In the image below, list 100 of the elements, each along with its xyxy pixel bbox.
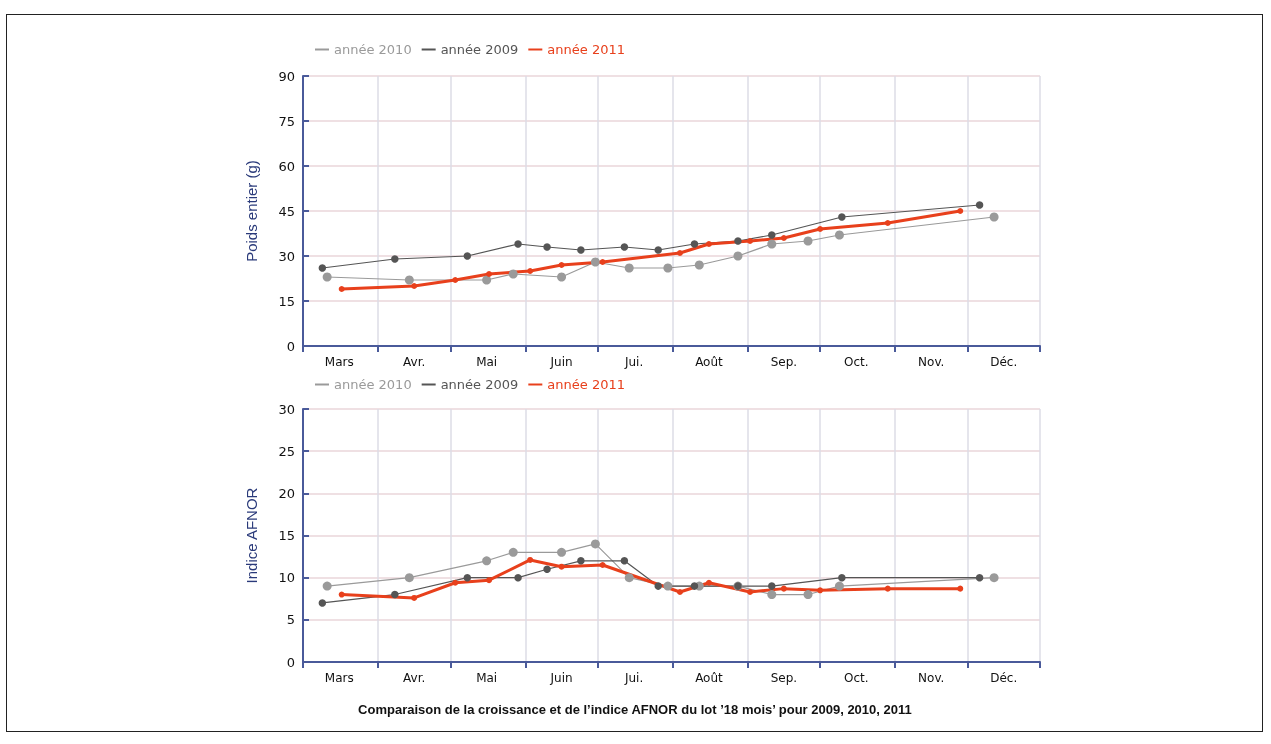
point <box>734 237 742 245</box>
x-tick-label: Sep. <box>770 355 798 369</box>
point <box>557 272 567 282</box>
legend-label: année 2009 <box>440 42 519 57</box>
y-axis-title: Poids entier (g) <box>243 160 260 262</box>
y-tick-label: 90 <box>278 68 295 84</box>
point <box>404 275 414 285</box>
y-tick-label: 10 <box>278 570 295 586</box>
point <box>590 539 600 549</box>
y-tick-label: 5 <box>286 612 295 628</box>
point <box>884 585 891 592</box>
legend-label: année 2010 <box>334 42 412 57</box>
x-tick-label: Mars <box>324 355 354 369</box>
point <box>803 236 813 246</box>
point <box>654 582 662 590</box>
point <box>838 573 846 582</box>
point <box>768 582 776 590</box>
x-tick-label: Déc. <box>990 355 1018 369</box>
point <box>817 226 824 232</box>
point <box>803 590 813 600</box>
x-tick-label: Oct. <box>844 671 869 685</box>
point <box>558 262 565 268</box>
legend-label: année 2009 <box>440 377 519 392</box>
point <box>957 208 964 214</box>
point <box>654 246 662 254</box>
point <box>663 263 673 273</box>
y-tick-label: 45 <box>278 203 295 219</box>
point <box>620 557 629 565</box>
point <box>318 264 327 272</box>
x-tick-label: Mai <box>476 355 498 369</box>
point <box>817 587 824 594</box>
x-tick-label: Jui. <box>623 355 644 369</box>
point <box>676 589 683 595</box>
x-tick-label: Sep. <box>770 671 798 685</box>
x-tick-label: Avr. <box>403 355 426 369</box>
point <box>527 556 534 563</box>
point <box>452 579 459 586</box>
point <box>482 556 492 566</box>
x-tick-label: Déc. <box>990 671 1018 685</box>
point <box>486 577 493 584</box>
point <box>975 201 984 209</box>
point <box>514 573 522 582</box>
point <box>620 243 629 251</box>
point <box>452 277 459 283</box>
point <box>543 565 551 573</box>
point <box>975 573 984 582</box>
x-tick-label: Avr. <box>403 671 426 685</box>
x-tick-label: Nov. <box>918 355 945 369</box>
x-tick-label: Jui. <box>623 671 644 685</box>
y-tick-label: 25 <box>278 443 295 459</box>
point <box>391 255 399 263</box>
point <box>599 259 606 265</box>
y-tick-label: 15 <box>278 528 295 543</box>
point <box>482 275 492 285</box>
y-tick-label: 30 <box>278 401 295 417</box>
point <box>705 579 712 586</box>
x-tick-label: Nov. <box>918 671 945 685</box>
point <box>338 286 345 292</box>
x-tick-label: Mars <box>324 671 354 685</box>
x-tick-label: Oct. <box>844 355 869 369</box>
y-tick-label: 0 <box>286 338 295 354</box>
point <box>624 263 634 273</box>
point <box>884 220 891 226</box>
point <box>590 257 600 267</box>
point <box>733 251 743 261</box>
point <box>694 260 704 270</box>
point <box>780 235 787 241</box>
y-tick-label: 75 <box>278 113 295 129</box>
point <box>514 240 522 248</box>
x-tick-label: Août <box>695 671 724 685</box>
point <box>624 573 634 583</box>
point <box>599 562 606 569</box>
y-tick-label: 20 <box>278 485 295 501</box>
y-tick-label: 60 <box>278 158 295 174</box>
point <box>989 573 999 583</box>
x-tick-label: Juin <box>549 671 573 685</box>
point <box>411 283 418 289</box>
y-tick-label: 0 <box>286 654 295 670</box>
point <box>527 268 534 274</box>
point <box>318 599 327 607</box>
legend-label: année 2011 <box>547 377 625 392</box>
y-tick-label: 15 <box>278 293 295 309</box>
point <box>834 230 844 240</box>
point <box>747 238 754 244</box>
point <box>486 271 493 277</box>
point <box>690 240 699 248</box>
point <box>557 547 567 557</box>
point <box>543 243 551 251</box>
point <box>322 581 332 591</box>
point <box>411 594 418 601</box>
point <box>705 241 712 247</box>
point <box>577 557 585 565</box>
point <box>663 581 673 591</box>
point <box>322 272 332 282</box>
point <box>508 269 518 279</box>
x-tick-label: Août <box>695 355 724 369</box>
y-tick-label: 30 <box>278 248 295 264</box>
point <box>767 239 777 249</box>
legend-label: année 2011 <box>547 42 625 57</box>
point <box>767 590 777 600</box>
